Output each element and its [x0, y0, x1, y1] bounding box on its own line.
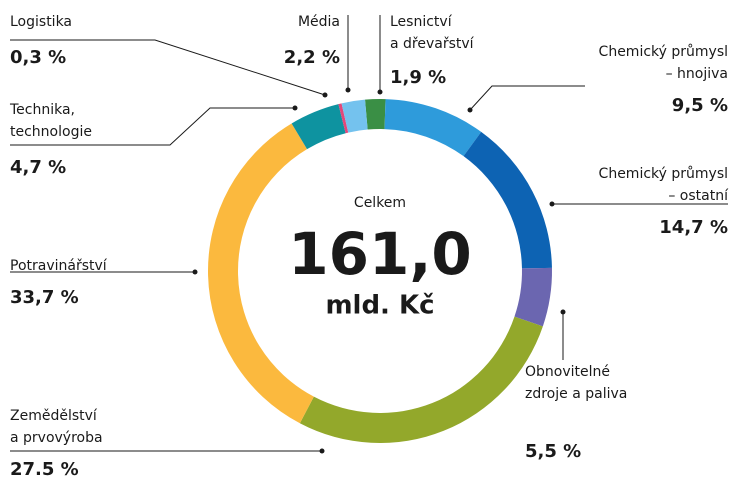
category-label: – hnojiva — [666, 66, 728, 82]
leader-line — [469, 85, 585, 111]
leader-dot — [319, 448, 325, 454]
category-label: Obnovitelné — [525, 364, 610, 380]
donut-segment — [299, 316, 543, 444]
donut-segment — [338, 103, 349, 134]
value-label: 9,5 % — [672, 95, 728, 116]
leader-dot — [292, 105, 298, 111]
category-label: technologie — [10, 124, 92, 140]
donut-segment — [291, 104, 346, 150]
value-label: 33,7 % — [10, 287, 79, 308]
category-label: – ostatní — [668, 188, 729, 204]
value-label: 4,7 % — [10, 157, 66, 178]
leader-dot — [560, 309, 566, 315]
total-label: 161,0 — [288, 220, 471, 288]
category-label: zdroje a paliva — [525, 386, 627, 402]
category-label: Lesnictví — [390, 14, 453, 30]
donut-segment — [514, 267, 553, 327]
leader-line — [10, 39, 326, 96]
donut-segment — [208, 123, 314, 424]
category-label: a prvovýroba — [10, 430, 103, 446]
category-label: Chemický průmysl — [599, 44, 728, 60]
leader-dot — [192, 269, 198, 275]
total-unit: mld. Kč — [325, 291, 434, 321]
category-label: a dřevařství — [390, 36, 475, 52]
value-label: 5,5 % — [525, 441, 581, 462]
donut-segment — [341, 99, 368, 133]
value-label: 14,7 % — [659, 217, 728, 238]
leader-line — [10, 107, 295, 146]
category-label: Potravinářství — [10, 258, 108, 274]
category-label: Média — [298, 14, 340, 30]
center-label: Celkem — [354, 195, 406, 211]
leader-dot — [377, 89, 383, 95]
category-label: Zemědělství — [10, 408, 98, 424]
donut-segment — [463, 131, 552, 269]
category-label: Logistika — [10, 14, 72, 30]
value-label: 1,9 % — [390, 67, 446, 88]
value-label: 2,2 % — [284, 47, 340, 68]
value-label: 27.5 % — [10, 459, 79, 479]
leader-dot — [467, 107, 473, 113]
leader-dot — [549, 201, 555, 207]
leader-dot — [322, 92, 328, 98]
leader-dot — [345, 87, 351, 93]
category-label: Technika, — [9, 102, 75, 118]
value-label: 0,3 % — [10, 47, 66, 68]
donut-segment — [384, 99, 482, 157]
category-label: Chemický průmysl — [599, 166, 728, 182]
donut-segment — [365, 98, 386, 130]
